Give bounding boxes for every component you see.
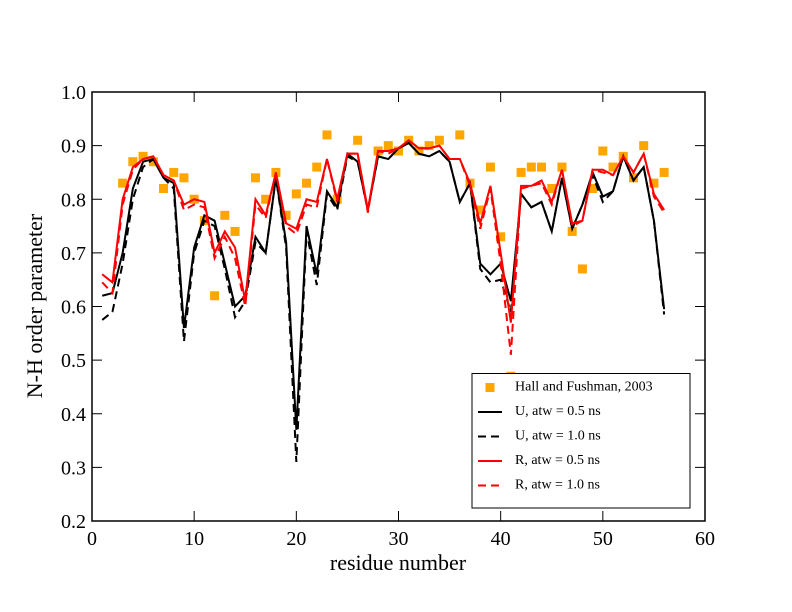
data-point: [577, 264, 587, 274]
data-point: [557, 162, 567, 172]
y-tick-label: 0.3: [61, 457, 86, 479]
y-tick-label: 0.6: [61, 297, 86, 319]
data-point: [537, 162, 547, 172]
data-point: [312, 162, 322, 172]
data-point: [608, 162, 618, 172]
x-tick-label: 30: [389, 528, 409, 550]
y-tick-label: 1.0: [61, 82, 86, 104]
data-point: [128, 157, 138, 167]
data-point: [250, 173, 260, 183]
data-point: [118, 178, 128, 188]
data-point: [455, 130, 465, 140]
y-tick-label: 0.2: [61, 511, 86, 533]
series-line: [101, 138, 665, 355]
data-point: [628, 173, 638, 183]
data-point: [496, 232, 506, 242]
data-point: [261, 194, 271, 204]
data-point: [567, 226, 577, 236]
x-axis-label: residue number: [330, 550, 467, 575]
data-point: [639, 141, 649, 151]
legend-label: R, atw = 0.5 ns: [515, 453, 600, 468]
data-point: [322, 130, 332, 140]
data-point: [291, 189, 301, 199]
data-point: [424, 141, 434, 151]
legend-label: R, atw = 1.0 ns: [515, 478, 600, 493]
data-point: [138, 151, 148, 161]
y-tick-label: 0.5: [61, 350, 86, 372]
x-tick-label: 20: [286, 528, 306, 550]
data-point: [526, 162, 536, 172]
x-tick-label: 10: [184, 528, 204, 550]
data-point: [230, 226, 240, 236]
data-point: [353, 135, 363, 145]
data-point: [547, 184, 557, 194]
y-tick-label: 0.9: [61, 136, 86, 158]
data-point: [485, 162, 495, 172]
data-point: [475, 205, 485, 215]
x-tick-label: 40: [491, 528, 511, 550]
x-tick-label: 60: [695, 528, 715, 550]
x-tick-label: 0: [87, 528, 97, 550]
legend-label: U, atw = 1.0 ns: [515, 429, 601, 444]
data-point: [588, 184, 598, 194]
y-tick-label: 0.8: [61, 189, 86, 211]
data-point: [383, 141, 393, 151]
legend-box: [471, 373, 691, 509]
data-point: [179, 173, 189, 183]
data-point: [159, 184, 169, 194]
plot-frame: [91, 91, 706, 522]
data-point: [302, 178, 312, 188]
data-point: [414, 146, 424, 156]
data-point: [220, 210, 230, 220]
legend-label: Hall and Fushman, 2003: [515, 380, 653, 395]
data-point: [210, 291, 220, 301]
series-line: [101, 138, 665, 323]
legend-label: U, atw = 0.5 ns: [515, 404, 601, 419]
data-point: [169, 167, 179, 177]
data-point: [281, 210, 291, 220]
x-tick-label: 50: [593, 528, 613, 550]
y-tick-label: 0.7: [61, 243, 86, 265]
data-point: [659, 167, 669, 177]
data-point: [649, 178, 659, 188]
data-point: [148, 157, 158, 167]
y-axis-label: N-H order parameter: [22, 213, 47, 398]
data-point: [598, 146, 608, 156]
data-point: [394, 146, 403, 156]
data-point: [516, 167, 526, 177]
legend-marker: [485, 383, 495, 392]
data-point: [434, 135, 444, 145]
y-tick-label: 0.4: [61, 404, 86, 426]
